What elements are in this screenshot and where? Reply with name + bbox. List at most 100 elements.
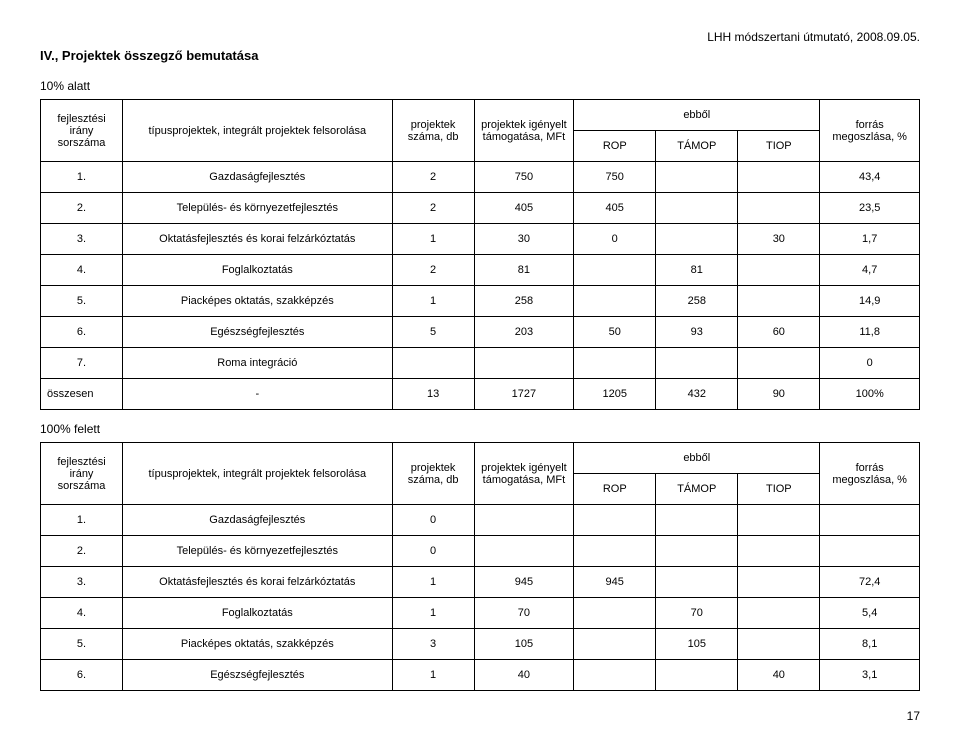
table-cell: 203 (474, 317, 574, 348)
table-cell (738, 348, 820, 379)
table-cell: 13 (392, 379, 474, 410)
table-cell (656, 660, 738, 691)
table-cell: 1 (392, 286, 474, 317)
table-cell: 1,7 (820, 224, 920, 255)
table-cell (574, 536, 656, 567)
table-cell: 0 (820, 348, 920, 379)
table-cell: Oktatásfejlesztés és korai felzárkóztatá… (123, 224, 393, 255)
table-cell: 100% (820, 379, 920, 410)
th-forras: forrás megoszlása, % (820, 443, 920, 505)
table-row: 4.Foglalkoztatás170705,4 (41, 598, 920, 629)
table-100-felett: fejlesztési irány sorszáma típusprojekte… (40, 442, 920, 691)
table-cell: 1 (392, 224, 474, 255)
table-cell: 30 (738, 224, 820, 255)
table-cell: Település- és környezetfejlesztés (123, 193, 393, 224)
table-cell: Oktatásfejlesztés és korai felzárkóztatá… (123, 567, 393, 598)
table-cell: 40 (738, 660, 820, 691)
th-rop: ROP (574, 131, 656, 162)
th-felsor: típusprojektek, integrált projektek fels… (123, 443, 393, 505)
th-tamop: TÁMOP (656, 131, 738, 162)
table-cell (738, 193, 820, 224)
table-cell: Gazdaságfejlesztés (123, 505, 393, 536)
th-igenyelt: projektek igényelt támogatása, MFt (474, 443, 574, 505)
table-row: 3.Oktatásfejlesztés és korai felzárkózta… (41, 567, 920, 598)
table-cell: 70 (474, 598, 574, 629)
th-szama: projektek száma, db (392, 100, 474, 162)
table-cell (574, 255, 656, 286)
table-row: 5.Piacképes oktatás, szakképzés125825814… (41, 286, 920, 317)
table-cell: 2 (392, 162, 474, 193)
table-cell (574, 286, 656, 317)
table-cell: 4. (41, 255, 123, 286)
table-cell: 3. (41, 567, 123, 598)
table-cell (656, 505, 738, 536)
table-cell: - (123, 379, 393, 410)
table-cell: 0 (392, 536, 474, 567)
th-ebbol: ebből (574, 100, 820, 131)
table-cell: Foglalkoztatás (123, 255, 393, 286)
table-cell (574, 598, 656, 629)
table-cell: Egészségfejlesztés (123, 317, 393, 348)
table-cell: 945 (474, 567, 574, 598)
table-cell: 81 (656, 255, 738, 286)
table-cell (738, 505, 820, 536)
table-row: 1.Gazdaságfejlesztés0 (41, 505, 920, 536)
table-cell (474, 505, 574, 536)
table-row: 1.Gazdaságfejlesztés275075043,4 (41, 162, 920, 193)
table-cell: 2 (392, 255, 474, 286)
th-forras: forrás megoszlása, % (820, 100, 920, 162)
table-cell (656, 224, 738, 255)
table-cell (738, 567, 820, 598)
table-cell: 11,8 (820, 317, 920, 348)
page-number: 17 (40, 709, 920, 723)
table-cell: 14,9 (820, 286, 920, 317)
table-cell: 405 (574, 193, 656, 224)
table-cell (656, 348, 738, 379)
table-cell: 750 (474, 162, 574, 193)
table-cell (574, 629, 656, 660)
table-cell: 258 (656, 286, 738, 317)
table-cell: Foglalkoztatás (123, 598, 393, 629)
table-cell: 72,4 (820, 567, 920, 598)
table-cell: 0 (392, 505, 474, 536)
table-row: 3.Oktatásfejlesztés és korai felzárkózta… (41, 224, 920, 255)
th-felsor: típusprojektek, integrált projektek fels… (123, 100, 393, 162)
table-cell: 405 (474, 193, 574, 224)
table-cell: 5,4 (820, 598, 920, 629)
th-tiop: TIOP (738, 131, 820, 162)
table-cell (392, 348, 474, 379)
table-cell: 5 (392, 317, 474, 348)
table-row: 7.Roma integráció0 (41, 348, 920, 379)
table-cell: összesen (41, 379, 123, 410)
table-cell: 43,4 (820, 162, 920, 193)
table-cell: 2 (392, 193, 474, 224)
table-cell (474, 536, 574, 567)
table-row: 6.Egészségfejlesztés140403,1 (41, 660, 920, 691)
table-cell: 23,5 (820, 193, 920, 224)
th-igenyelt: projektek igényelt támogatása, MFt (474, 100, 574, 162)
table-cell: 1727 (474, 379, 574, 410)
table-cell (574, 348, 656, 379)
table-cell: 70 (656, 598, 738, 629)
table-row: összesen-131727120543290100% (41, 379, 920, 410)
table-cell (820, 536, 920, 567)
table-cell: 30 (474, 224, 574, 255)
table-cell: 945 (574, 567, 656, 598)
table-cell (738, 162, 820, 193)
table-row: 5.Piacképes oktatás, szakképzés31051058,… (41, 629, 920, 660)
label-100-felett: 100% felett (40, 422, 920, 436)
table-cell: 2. (41, 536, 123, 567)
th-szama: projektek száma, db (392, 443, 474, 505)
table-cell: Település- és környezetfejlesztés (123, 536, 393, 567)
table-cell: 3,1 (820, 660, 920, 691)
table-cell: 93 (656, 317, 738, 348)
table-cell: 81 (474, 255, 574, 286)
table-row: 6.Egészségfejlesztés520350936011,8 (41, 317, 920, 348)
table-cell: 1 (392, 567, 474, 598)
table-cell (574, 505, 656, 536)
th-rop: ROP (574, 474, 656, 505)
table-cell: 60 (738, 317, 820, 348)
table-cell: 8,1 (820, 629, 920, 660)
table-cell: 6. (41, 660, 123, 691)
table-cell: 1 (392, 598, 474, 629)
